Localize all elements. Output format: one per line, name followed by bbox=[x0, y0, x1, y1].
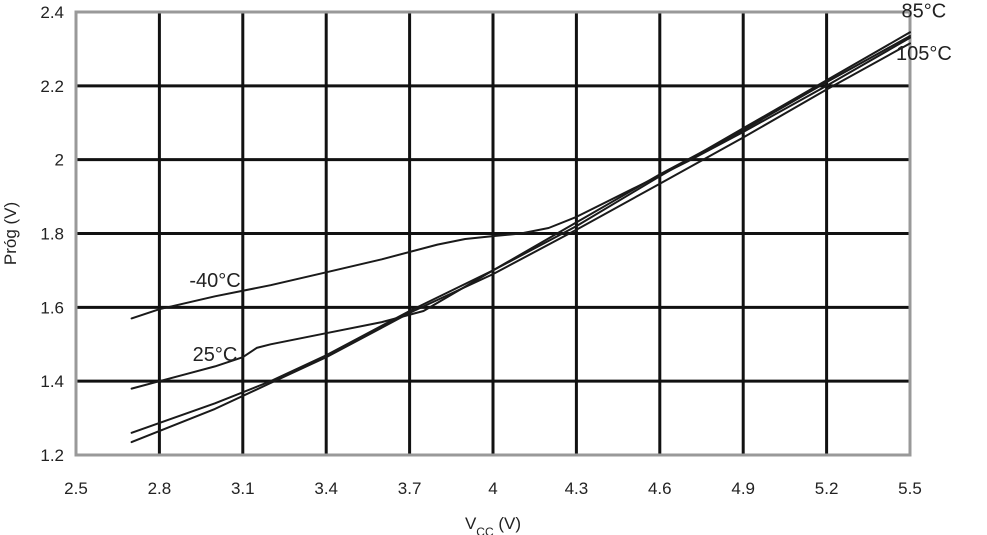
series-label: 25°C bbox=[193, 344, 238, 366]
series-label: 85°C bbox=[902, 1, 947, 23]
x-tick-label: 4.9 bbox=[731, 479, 755, 498]
series-line bbox=[130, 31, 911, 434]
x-tick-label: 3.4 bbox=[314, 479, 338, 498]
x-axis-label: VCC (V) bbox=[465, 514, 521, 535]
y-tick-label: 2.4 bbox=[40, 3, 64, 22]
x-tick-label: 4.6 bbox=[648, 479, 672, 498]
y-axis-label: Próg (V) bbox=[1, 202, 20, 265]
y-tick-label: 1.6 bbox=[40, 298, 64, 317]
x-tick-label: 3.1 bbox=[231, 479, 255, 498]
x-tick-label: 3.7 bbox=[398, 479, 422, 498]
series-line bbox=[130, 42, 911, 444]
x-tick-label: 2.5 bbox=[64, 479, 88, 498]
series-label: 105°C bbox=[896, 43, 952, 65]
x-tick-label: 5.2 bbox=[815, 479, 839, 498]
x-tick-label: 5.5 bbox=[898, 479, 922, 498]
series-line bbox=[130, 35, 911, 390]
series-label: -40°C bbox=[189, 270, 240, 292]
x-tick-label: 2.8 bbox=[148, 479, 172, 498]
y-tick-labels: 1.2 1.4 1.6 1.8 2 2.2 2.4 bbox=[40, 3, 64, 465]
series-lines bbox=[130, 31, 911, 444]
y-tick-label: 1.2 bbox=[40, 446, 64, 465]
series-line bbox=[130, 36, 911, 320]
x-tick-label: 4 bbox=[488, 479, 497, 498]
y-tick-label: 1.8 bbox=[40, 225, 64, 244]
grid bbox=[76, 12, 910, 455]
plot-frame bbox=[74, 10, 912, 457]
x-tick-labels: 2.5 2.8 3.1 3.4 3.7 4 4.3 4.6 4.9 5.2 5.5 bbox=[64, 479, 922, 498]
y-tick-label: 1.4 bbox=[40, 372, 64, 391]
x-tick-label: 4.3 bbox=[565, 479, 589, 498]
series-labels: -40°C 25°C 85°C 105°C bbox=[189, 1, 951, 366]
y-tick-label: 2.2 bbox=[40, 77, 64, 96]
y-tick-label: 2 bbox=[55, 151, 64, 170]
